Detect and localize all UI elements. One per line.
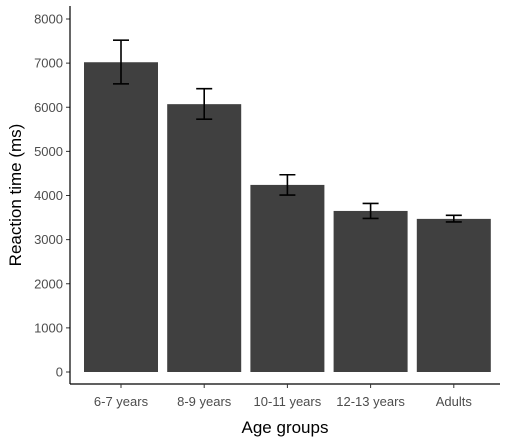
y-tick-label: 0	[56, 365, 63, 380]
bar	[167, 104, 242, 372]
bar	[250, 184, 325, 372]
x-axis-ticks: 6-7 years 8-9 years 10-11 years 12-13 years…	[94, 384, 472, 409]
x-tick-label: 6-7 years	[94, 394, 149, 409]
bar	[416, 218, 491, 372]
y-axis-title: Reaction time (ms)	[6, 124, 25, 267]
x-axis-title: Age groups	[242, 418, 329, 437]
y-tick-label: 6000	[34, 100, 63, 115]
y-tick-label: 7000	[34, 56, 63, 71]
y-tick-label: 8000	[34, 12, 63, 27]
y-tick-label: 1000	[34, 320, 63, 335]
x-tick-label: 12-13 years	[336, 394, 405, 409]
x-tick-label: Adults	[436, 394, 473, 409]
y-tick-label: 3000	[34, 232, 63, 247]
y-tick-label: 5000	[34, 144, 63, 159]
x-tick-label: 8-9 years	[177, 394, 232, 409]
bars	[84, 62, 491, 373]
y-tick-label: 2000	[34, 276, 63, 291]
y-axis-ticks: 0 1000 2000 3000 4000 5000 6000 7000 8000	[34, 12, 70, 380]
x-tick-label: 10-11 years	[254, 394, 322, 409]
error-bars	[113, 39, 462, 223]
bar	[333, 210, 408, 372]
bar	[84, 62, 158, 373]
y-tick-label: 4000	[34, 188, 63, 203]
